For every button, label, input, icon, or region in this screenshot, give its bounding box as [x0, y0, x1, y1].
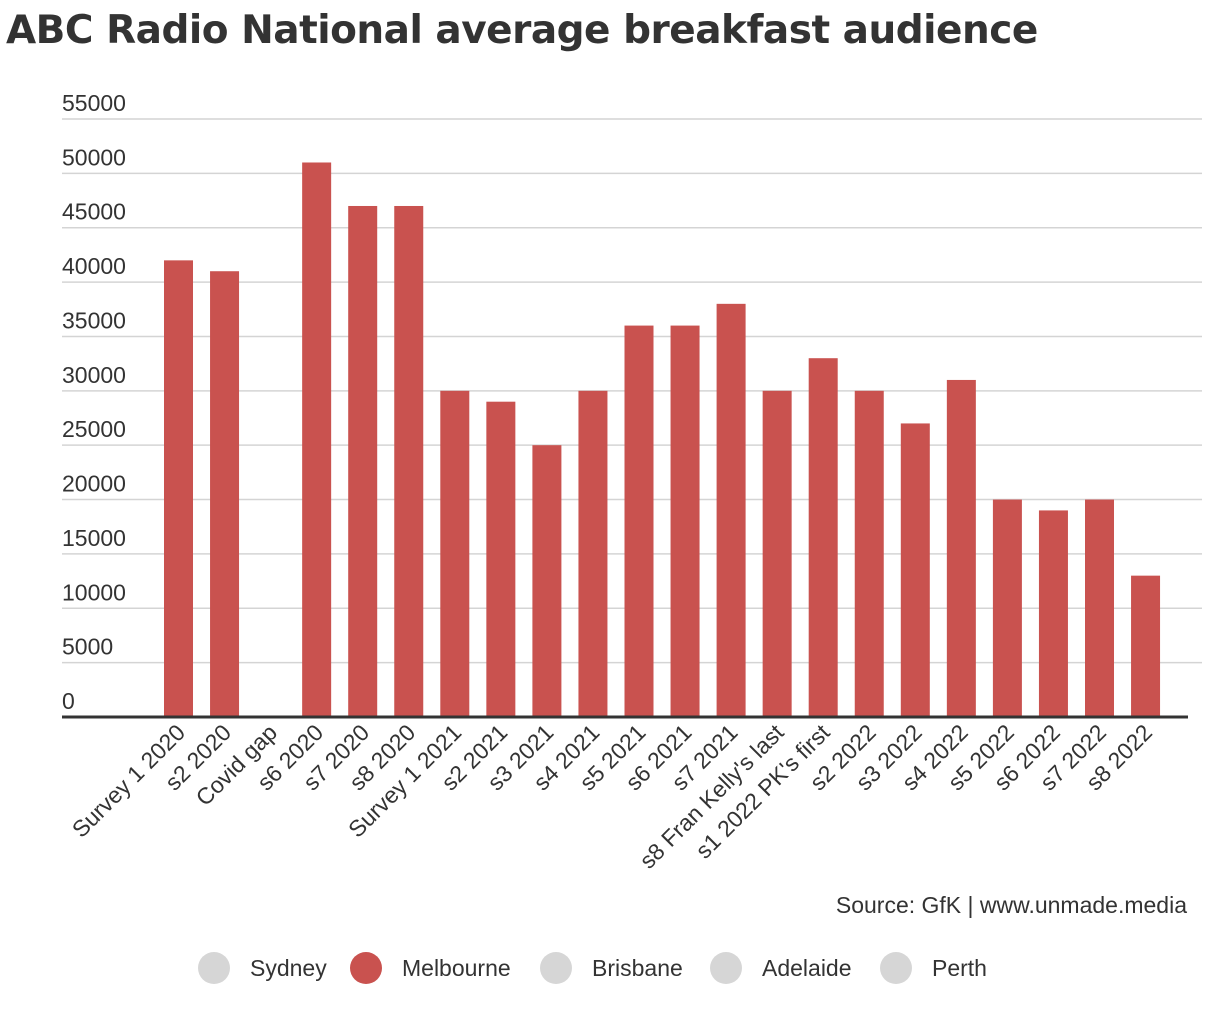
bar [1085, 499, 1114, 717]
legend-swatch [198, 952, 230, 984]
bar [808, 358, 838, 717]
y-tick-label: 55000 [62, 90, 126, 116]
legend: Sydney Melbourne Brisbane Adelaide Perth [0, 950, 1210, 990]
bar [164, 260, 193, 717]
legend-label: Sydney [250, 954, 327, 981]
bar [670, 325, 700, 717]
legend-item-adelaide[interactable]: Adelaide [710, 950, 852, 986]
bar-chart: 0 5000 10000 15000 20000 25000 30000 35000 40000… [62, 90, 1202, 874]
bar [946, 379, 976, 717]
y-tick-label: 40000 [62, 253, 126, 279]
bar [716, 303, 746, 717]
bar [394, 205, 424, 717]
bar [900, 423, 930, 717]
y-tick-label: 50000 [62, 144, 126, 170]
y-axis-ticks: 0 5000 10000 15000 20000 25000 30000 35000 40000… [62, 90, 126, 714]
legend-label: Adelaide [762, 954, 852, 981]
legend-item-melbourne[interactable]: Melbourne [350, 950, 511, 986]
bar [1131, 575, 1161, 717]
bar [348, 205, 378, 717]
bar [762, 390, 792, 717]
bar [302, 162, 332, 717]
y-tick-label: 30000 [62, 362, 126, 388]
y-tick-label: 45000 [62, 199, 126, 225]
bar [1038, 510, 1068, 717]
legend-item-perth[interactable]: Perth [880, 950, 987, 986]
legend-item-sydney[interactable]: Sydney [198, 950, 327, 986]
bar [210, 271, 240, 717]
legend-label: Brisbane [592, 954, 683, 981]
chart-title: ABC Radio National average breakfast aud… [6, 8, 1038, 53]
legend-swatch [880, 952, 912, 984]
y-tick-label: 0 [62, 688, 75, 714]
legend-item-brisbane[interactable]: Brisbane [540, 950, 683, 986]
bar [440, 390, 470, 717]
legend-swatch [540, 952, 572, 984]
y-tick-label: 10000 [62, 579, 126, 605]
y-tick-label: 5000 [62, 634, 113, 660]
bar [532, 445, 562, 717]
y-tick-label: 25000 [62, 416, 126, 442]
bar [854, 390, 884, 717]
y-tick-label: 20000 [62, 471, 126, 497]
bar [578, 390, 608, 717]
bar [486, 401, 516, 717]
y-tick-label: 35000 [62, 307, 126, 333]
legend-swatch [710, 952, 742, 984]
bars [164, 162, 1161, 717]
bar [624, 325, 654, 717]
bar [992, 499, 1022, 717]
legend-label: Perth [932, 954, 987, 981]
legend-label: Melbourne [402, 954, 511, 981]
legend-swatch [350, 952, 382, 984]
y-tick-label: 15000 [62, 525, 126, 551]
source-note: Source: GfK | www.unmade.media [835, 892, 1187, 918]
